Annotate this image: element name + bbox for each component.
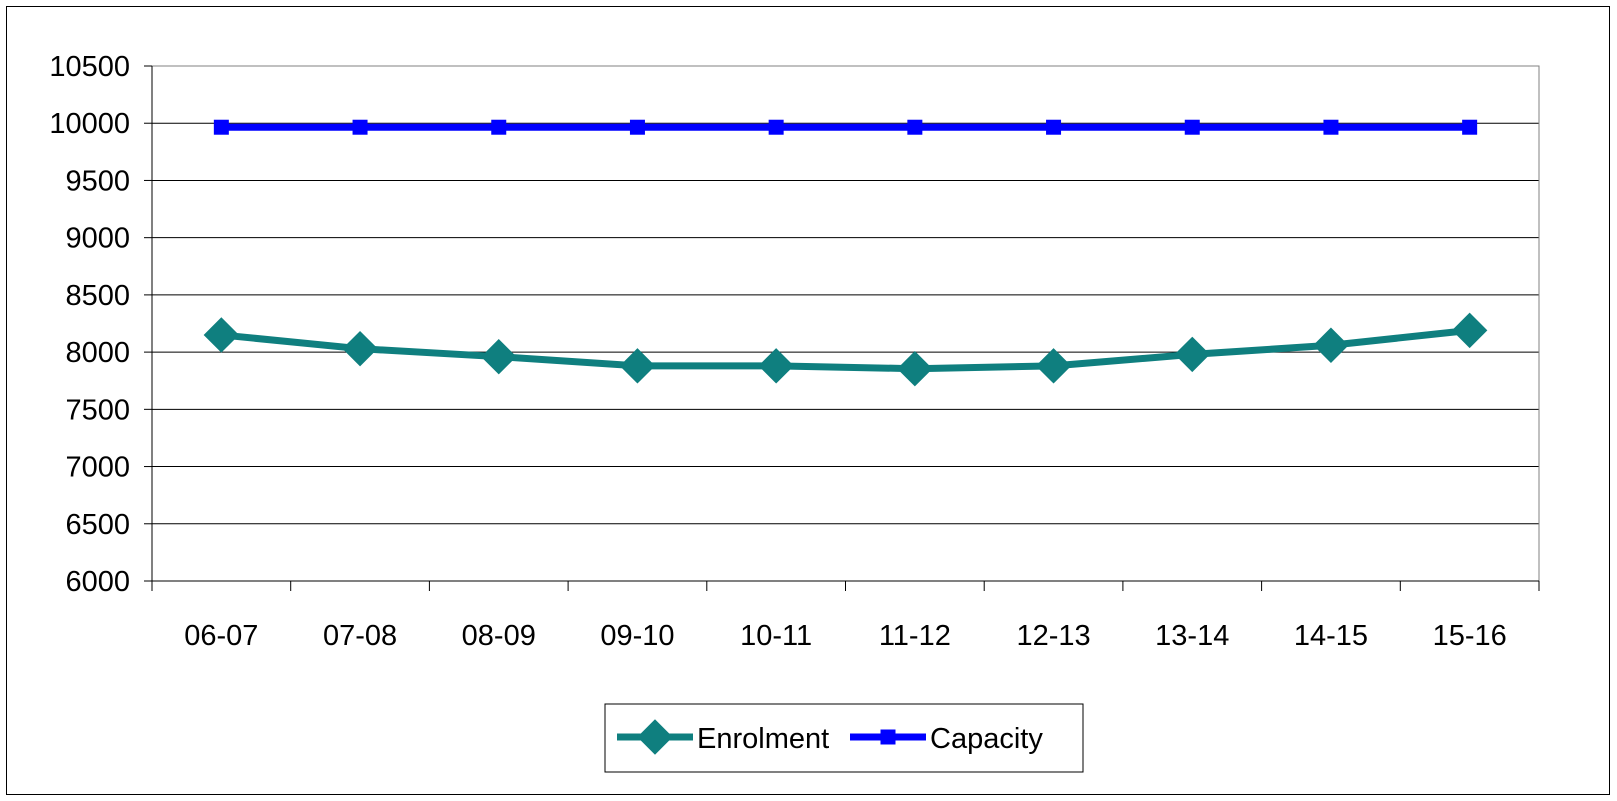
data-point-capacity bbox=[1184, 119, 1200, 135]
x-tick-label: 07-08 bbox=[323, 620, 397, 652]
legend-label-enrolment: Enrolment bbox=[697, 723, 829, 755]
data-point-capacity bbox=[1323, 119, 1339, 135]
legend: Enrolment Capacity bbox=[604, 703, 1084, 773]
y-axis: 10500 10000 9500 9000 8500 8000 7500 7000 6500 60… bbox=[49, 51, 153, 598]
x-tick-label: 13-14 bbox=[1155, 620, 1229, 652]
legend-label-capacity: Capacity bbox=[930, 723, 1043, 755]
data-point-enrolment bbox=[342, 330, 378, 367]
data-point-enrolment bbox=[1313, 327, 1349, 363]
y-tick-label: 10000 bbox=[49, 108, 130, 140]
x-tick-label: 14-15 bbox=[1294, 620, 1368, 652]
data-point-enrolment bbox=[619, 348, 656, 384]
plot-area-border bbox=[151, 65, 1540, 582]
y-tick-label: 7500 bbox=[65, 394, 130, 426]
y-tick-label: 9000 bbox=[65, 223, 130, 255]
legend-marker-capacity bbox=[880, 729, 896, 745]
data-point-enrolment bbox=[1174, 336, 1210, 373]
data-point-capacity bbox=[1462, 119, 1478, 135]
data-point-enrolment bbox=[203, 317, 240, 353]
data-point-capacity bbox=[768, 119, 784, 135]
x-tick-label: 12-13 bbox=[1016, 620, 1090, 652]
gridlines bbox=[152, 122, 1539, 525]
data-point-enrolment bbox=[758, 348, 794, 384]
data-point-capacity bbox=[491, 119, 507, 135]
legend-marker-enrolment bbox=[637, 719, 673, 755]
y-tick-label: 8000 bbox=[65, 337, 130, 369]
data-point-enrolment bbox=[897, 350, 933, 387]
data-point-capacity bbox=[907, 119, 923, 135]
x-tick-label: 10-11 bbox=[740, 620, 812, 652]
x-tick-label: 15-16 bbox=[1433, 620, 1507, 652]
data-point-capacity bbox=[352, 119, 368, 135]
x-tick-label: 06-07 bbox=[184, 620, 258, 652]
data-point-capacity bbox=[629, 119, 645, 135]
chart-frame bbox=[6, 6, 1610, 795]
series-layer bbox=[203, 119, 1488, 387]
data-point-capacity bbox=[1046, 119, 1062, 135]
data-point-enrolment bbox=[1035, 348, 1072, 384]
y-tick-label: 9500 bbox=[65, 165, 130, 197]
data-point-capacity bbox=[213, 119, 229, 135]
y-tick-label: 6000 bbox=[65, 566, 130, 598]
y-tick-label: 8500 bbox=[65, 280, 130, 312]
series-capacity bbox=[213, 119, 1478, 135]
series-line-enrolment bbox=[221, 326, 1471, 373]
x-axis: 06-07 07-08 08-09 09-10 10-11 11-12 12-13 13-14… bbox=[151, 580, 1540, 652]
data-point-enrolment bbox=[1451, 312, 1488, 349]
x-tick-label: 09-10 bbox=[600, 620, 674, 652]
series-enrolment bbox=[203, 312, 1488, 387]
x-tick-label: 11-12 bbox=[879, 620, 951, 652]
y-tick-label: 6500 bbox=[65, 509, 130, 541]
x-tick-label: 08-09 bbox=[462, 620, 536, 652]
data-point-enrolment bbox=[481, 338, 517, 375]
y-tick-label: 10500 bbox=[49, 51, 130, 83]
y-tick-label: 7000 bbox=[65, 452, 130, 484]
